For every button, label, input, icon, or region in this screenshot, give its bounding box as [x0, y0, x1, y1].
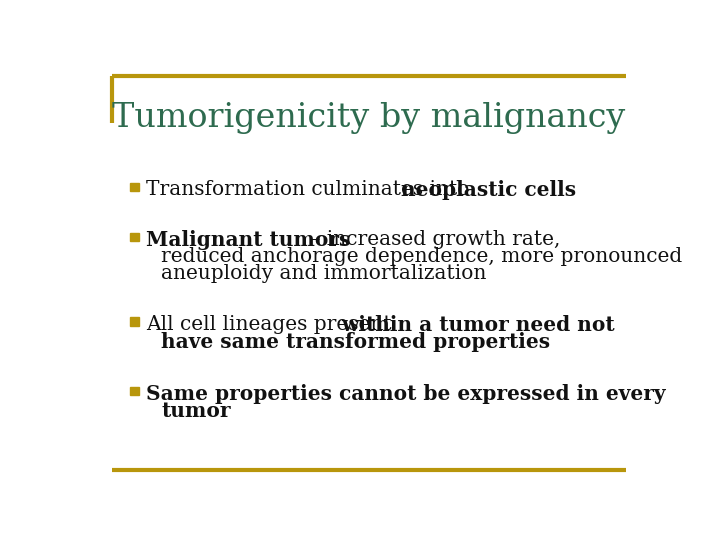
Text: tumor: tumor [161, 401, 231, 421]
Bar [130, 233, 139, 241]
Text: Tumorigenicity by malignancy: Tumorigenicity by malignancy [112, 102, 626, 134]
Bar [130, 387, 139, 395]
Text: within a tumor need not: within a tumor need not [341, 315, 615, 335]
Text: – increased growth rate,: – increased growth rate, [304, 231, 561, 249]
Text: Transformation culminates into: Transformation culminates into [145, 180, 475, 199]
Text: neoplastic cells: neoplastic cells [401, 180, 577, 200]
Text: have same transformed properties: have same transformed properties [161, 332, 550, 352]
Text: aneuploidy and immortalization: aneuploidy and immortalization [161, 264, 487, 283]
Text: Same properties cannot be expressed in every: Same properties cannot be expressed in e… [145, 384, 665, 404]
Bar [130, 318, 139, 326]
Text: reduced anchorage dependence, more pronounced: reduced anchorage dependence, more prono… [161, 247, 683, 266]
Text: Malignant tumors: Malignant tumors [145, 231, 350, 251]
Bar [130, 183, 139, 191]
Text: All cell lineages present: All cell lineages present [145, 315, 397, 334]
